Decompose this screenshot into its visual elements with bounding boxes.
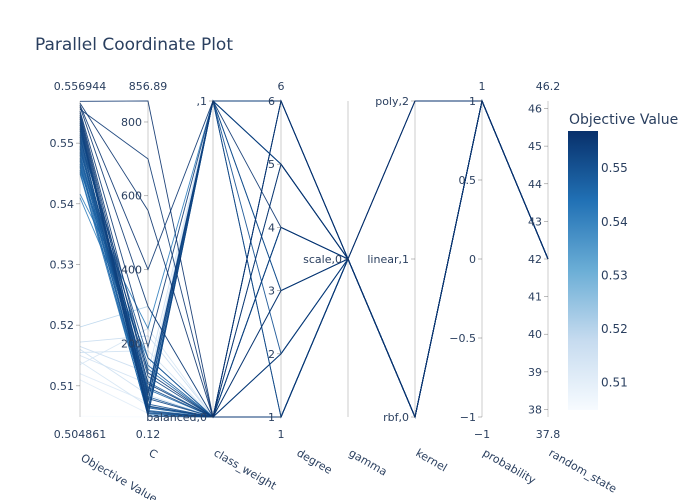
axis-min-label: 0.504861 <box>54 428 107 441</box>
axis-title: Objective Value <box>79 451 160 500</box>
axis-title: class_weight <box>212 446 280 493</box>
axis-class-weight: balanced,0 ,1 class_weight <box>146 95 279 493</box>
axis-tick-label: 400 <box>121 264 142 277</box>
axis-tick-label: −0.5 <box>449 332 476 345</box>
axis-tick-label: 40 <box>528 328 542 341</box>
axes: 0.510.520.530.540.550.5569440.504861Obje… <box>50 80 620 500</box>
axis-tick-label: 6 <box>268 95 275 108</box>
axis-tick-label: 0.55 <box>50 137 75 150</box>
colorbar-tick-label: 0.53 <box>601 268 628 282</box>
axis-max-label: 6 <box>278 80 285 93</box>
axis-tick-label: 1 <box>469 95 476 108</box>
axis-tick-label: 0.52 <box>50 319 75 332</box>
axis-tick-label: 3 <box>268 285 275 298</box>
axis-min-label: 37.8 <box>536 428 561 441</box>
axis-min-label: 0.12 <box>136 428 161 441</box>
axis-max-label: 1 <box>479 80 486 93</box>
axis-tick-label: 5 <box>268 158 275 171</box>
axis-tick-label: 0.5 <box>459 174 477 187</box>
axis-tick-label: 41 <box>528 291 542 304</box>
axis-max-label: 46.2 <box>536 80 561 93</box>
trial-line-1 <box>79 99 549 419</box>
axis-tick-label: 4 <box>268 221 275 234</box>
axis-tick-label: 0 <box>469 253 476 266</box>
axis-tick-label: scale,0 <box>303 253 342 266</box>
axis-tick-label: 600 <box>121 190 142 203</box>
axis-title: degree <box>295 446 335 477</box>
axis-tick-label: 0.53 <box>50 258 75 271</box>
colorbar-gradient <box>568 131 598 410</box>
axis-tick-label: 43 <box>528 215 542 228</box>
axis-tick-label: poly,2 <box>375 95 409 108</box>
axis-title: probability <box>481 446 539 487</box>
trial-line-0 <box>79 99 549 418</box>
trial-line-2 <box>79 99 549 271</box>
axis-title: kernel <box>414 446 450 474</box>
axis-tick-label: 38 <box>528 403 542 416</box>
axis-min-label: −1 <box>474 428 490 441</box>
axis-tick-label: 39 <box>528 366 542 379</box>
axis-min-label: 1 <box>278 428 285 441</box>
axis-title: random_state <box>547 446 620 495</box>
axis-gamma: scale,0 gamma <box>303 101 389 479</box>
axis-tick-label: 45 <box>528 140 542 153</box>
axis-tick-label: 200 <box>121 337 142 350</box>
colorbar-tick-label: 0.54 <box>601 215 628 229</box>
axis-max-label: 0.556944 <box>54 80 107 93</box>
axis-tick-label: 800 <box>121 116 142 129</box>
axis-tick-label: 2 <box>268 348 275 361</box>
axis-tick-label: 0.51 <box>50 380 75 393</box>
axis-title: C <box>147 446 160 461</box>
colorbar-tick-label: 0.55 <box>601 161 628 175</box>
axis-tick-label: balanced,0 <box>146 411 207 424</box>
axis-tick-label: 46 <box>528 103 542 116</box>
axis-probability: −1 −0.5 0 0.5 11 −1 probability <box>449 80 538 487</box>
axis-title: gamma <box>347 446 390 478</box>
axis-tick-label: 42 <box>528 253 542 266</box>
axis-kernel: rbf,0 linear,1 poly,2 kernel <box>367 95 449 475</box>
colorbar-tick-label: 0.52 <box>601 322 628 336</box>
trial-lines <box>79 99 549 419</box>
colorbar: Objective Value 0.51 0.52 0.53 0.54 0.55 <box>568 112 678 410</box>
axis-tick-label: −1 <box>460 411 476 424</box>
axis-tick-label: 44 <box>528 178 542 191</box>
axis-max-label: 856.89 <box>129 80 168 93</box>
axis-tick-label: ,1 <box>197 95 208 108</box>
axis-tick-label: linear,1 <box>367 253 409 266</box>
axis-c: 200 400 600 800 856.89 0.12 C <box>121 80 167 462</box>
axis-tick-label: rbf,0 <box>383 411 409 424</box>
chart-title: Parallel Coordinate Plot <box>35 35 233 55</box>
axis-tick-label: 0.54 <box>50 198 75 211</box>
axis-tick-label: 1 <box>268 411 275 424</box>
colorbar-title: Objective Value <box>569 112 678 128</box>
colorbar-tick-label: 0.51 <box>601 375 628 389</box>
